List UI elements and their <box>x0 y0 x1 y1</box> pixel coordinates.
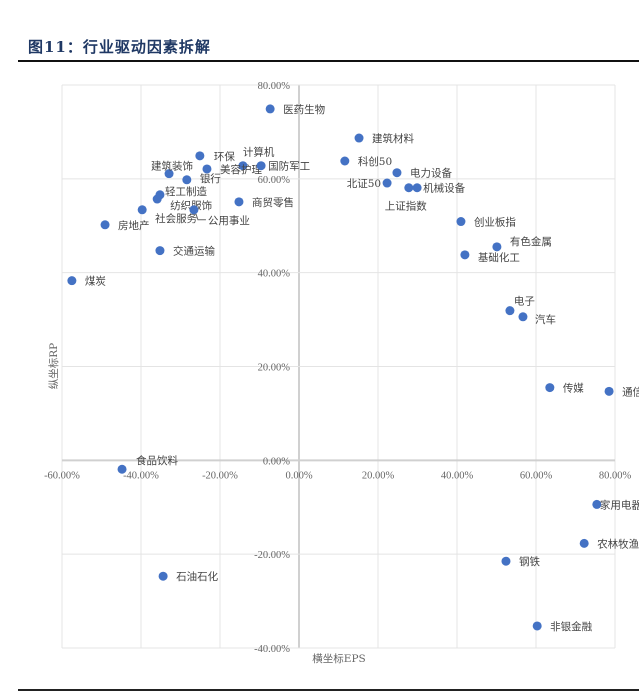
data-point <box>117 464 127 474</box>
y-axis-title: 纵坐标RP <box>48 343 60 389</box>
x-axis-title: 横坐标EPS <box>312 652 365 665</box>
data-label: 非银金融 <box>550 620 592 633</box>
data-point <box>604 386 614 396</box>
y-tick-label: 60.00% <box>258 175 291 186</box>
title-divider <box>18 60 639 62</box>
axes: -60.00% -40.00% -20.00% 0.00% 20.00% 40.00% 60… <box>44 81 631 655</box>
data-label: 商贸零售 <box>252 196 294 209</box>
x-tick-label: -40.00% <box>123 470 159 481</box>
leader-line <box>195 213 206 221</box>
y-tick-label: 0.00% <box>263 456 290 467</box>
data-label: 上证指数 <box>385 200 427 213</box>
data-point <box>392 168 402 178</box>
data-point <box>460 250 470 260</box>
data-label: 煤炭 <box>85 275 106 288</box>
data-point <box>158 571 168 581</box>
x-tick-label: 20.00% <box>362 470 395 481</box>
data-label: 北证50 <box>347 178 381 190</box>
data-label: 电力设备 <box>410 167 452 180</box>
data-point <box>579 538 589 548</box>
figure-title: 图11：行业驱动因素拆解 <box>28 38 211 56</box>
data-point <box>456 217 466 227</box>
data-point <box>518 312 528 322</box>
data-point <box>592 499 602 509</box>
data-point <box>256 161 266 171</box>
data-point <box>532 621 542 631</box>
y-tick-label: 20.00% <box>258 363 291 374</box>
data-label: 钢铁 <box>519 555 540 568</box>
y-tick-label: 80.00% <box>258 81 291 92</box>
bottom-divider <box>18 689 639 691</box>
x-tick-label: 60.00% <box>520 470 553 481</box>
data-label: 房地产 <box>118 219 149 232</box>
data-point <box>234 197 244 207</box>
data-point <box>545 383 555 393</box>
x-tick-label: -20.00% <box>202 470 238 481</box>
data-point <box>152 194 162 204</box>
y-tick-label: -40.00% <box>254 644 290 655</box>
data-label: 汽车 <box>535 313 556 326</box>
data-point <box>382 178 392 188</box>
data-label: 建筑装饰 <box>151 160 193 173</box>
data-label: 轻工制造 <box>165 185 207 198</box>
data-label: 建筑材料 <box>372 132 414 145</box>
data-label: 计算机 <box>243 146 275 159</box>
data-label: 美容护理 <box>220 163 262 176</box>
data-label: 创业板指 <box>474 216 516 229</box>
data-label: 医药生物 <box>283 103 325 116</box>
data-point <box>265 104 275 114</box>
x-tick-label: -60.00% <box>44 470 80 481</box>
grid <box>61 84 616 649</box>
data-label: 通信 <box>622 386 639 398</box>
data-label: 环保 <box>214 150 235 163</box>
x-tick-label: 0.00% <box>285 470 312 481</box>
data-point <box>238 161 248 171</box>
data-label: 纺织服饰 <box>170 199 212 212</box>
data-point <box>202 164 212 174</box>
data-label: 有色金属 <box>510 235 552 248</box>
data-label: 公用事业 <box>208 214 250 227</box>
data-label: 社会服务 <box>155 212 197 225</box>
y-tick-label: -20.00% <box>254 550 290 561</box>
data-point <box>492 242 502 252</box>
data-label: 家用电器 <box>600 498 639 511</box>
data-point <box>505 306 515 316</box>
data-point <box>340 156 350 166</box>
data-label: 食品饮料 <box>136 454 178 467</box>
data-label: 基础化工 <box>478 251 520 264</box>
data-label: 国防军工 <box>268 160 310 173</box>
x-tick-label: 40.00% <box>441 470 474 481</box>
data-point <box>501 556 511 566</box>
data-label: 科创50 <box>358 155 392 168</box>
data-label: 银行 <box>200 172 221 185</box>
data-label: 石油石化 <box>176 570 218 583</box>
data-point <box>182 175 192 185</box>
y-tick-label: 40.00% <box>258 269 291 280</box>
data-label: 交通运输 <box>173 245 215 258</box>
data-point <box>404 183 414 193</box>
data-point <box>189 205 199 215</box>
data-label: 机械设备 <box>423 182 465 195</box>
data-point <box>155 246 165 256</box>
data-point <box>195 151 205 161</box>
data-point <box>67 276 77 286</box>
data-label: 电子 <box>514 295 535 308</box>
data-point <box>412 183 422 193</box>
x-tick-label: 80.00% <box>599 470 632 481</box>
data-label: 农林牧渔 <box>597 537 639 550</box>
data-label: 传媒 <box>563 382 584 395</box>
data-point <box>100 220 110 230</box>
data-point <box>354 133 364 143</box>
data-point <box>164 169 174 179</box>
data-point <box>137 205 147 215</box>
